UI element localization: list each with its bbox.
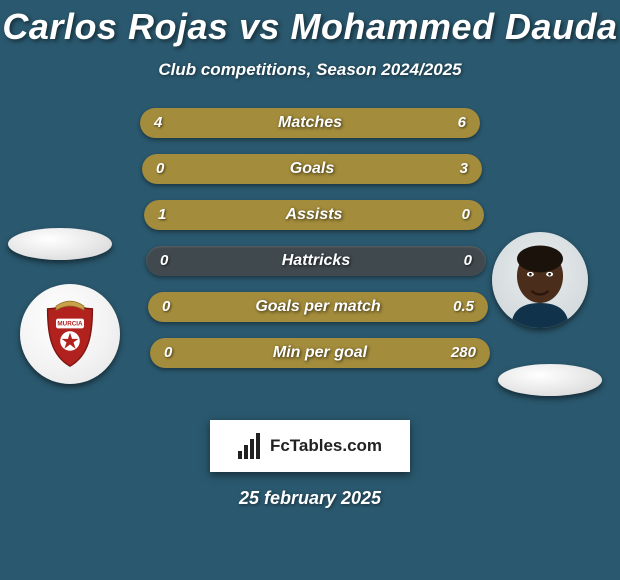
page-title: Carlos Rojas vs Mohammed Dauda	[0, 0, 620, 48]
footer-date: 25 february 2025	[0, 488, 620, 509]
comparison-area: MURCIA 46Matches03Goals1	[0, 108, 620, 408]
brand-text: FcTables.com	[270, 436, 382, 456]
stat-bars: 46Matches03Goals10Assists00Hattricks00.5…	[140, 108, 480, 384]
stat-label: Goals	[142, 154, 482, 184]
stat-label: Assists	[144, 200, 484, 230]
player1-avatar	[8, 228, 112, 260]
stat-label: Min per goal	[150, 338, 490, 368]
brand-bars-icon	[238, 433, 264, 459]
stat-row: 10Assists	[144, 200, 484, 230]
shield-icon: MURCIA	[35, 299, 105, 369]
stat-row: 00.5Goals per match	[148, 292, 488, 322]
stat-row: 46Matches	[140, 108, 480, 138]
stat-label: Goals per match	[148, 292, 488, 322]
stat-row: 00Hattricks	[146, 246, 486, 276]
player2-club-badge	[498, 364, 602, 396]
brand-box: FcTables.com	[210, 420, 410, 472]
stat-label: Matches	[140, 108, 480, 138]
player2-avatar	[492, 232, 588, 328]
stat-label: Hattricks	[146, 246, 486, 276]
club-label: MURCIA	[57, 321, 83, 328]
player1-club-badge: MURCIA	[20, 284, 120, 384]
stat-row: 0280Min per goal	[150, 338, 490, 368]
stat-row: 03Goals	[142, 154, 482, 184]
page-subtitle: Club competitions, Season 2024/2025	[0, 60, 620, 80]
